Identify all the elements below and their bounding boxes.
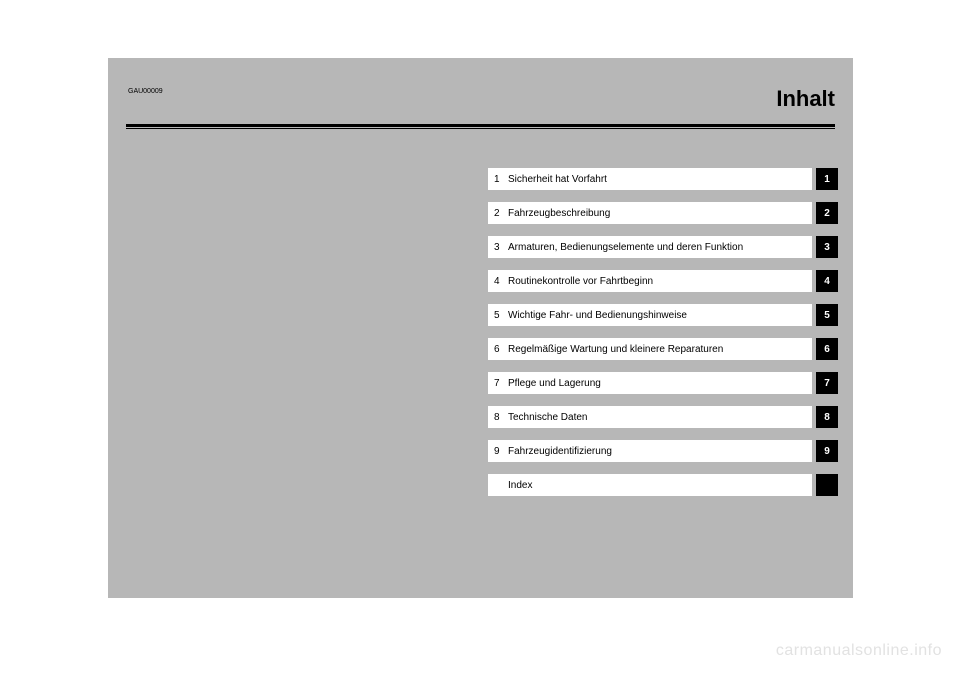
- toc-row[interactable]: 4 Routinekontrolle vor Fahrtbeginn 4: [488, 270, 838, 292]
- toc-tab: 2: [816, 202, 838, 224]
- toc-row[interactable]: 9 Fahrzeugidentifizierung 9: [488, 440, 838, 462]
- toc-item-text: Wichtige Fahr- und Bedienungshinweise: [508, 310, 687, 321]
- toc-item-text: Index: [508, 480, 532, 491]
- toc-item-number: 1: [494, 174, 508, 185]
- toc-label: Index: [488, 474, 812, 496]
- toc-row[interactable]: 6 Regelmäßige Wartung und kleinere Repar…: [488, 338, 838, 360]
- toc-item-text: Fahrzeugbeschreibung: [508, 208, 610, 219]
- toc-row[interactable]: 7 Pflege und Lagerung 7: [488, 372, 838, 394]
- toc-row[interactable]: 5 Wichtige Fahr- und Bedienungshinweise …: [488, 304, 838, 326]
- toc-item-text: Routinekontrolle vor Fahrtbeginn: [508, 276, 653, 287]
- page-header: GAU00009 Inhalt: [108, 58, 853, 120]
- toc-item-number: 8: [494, 412, 508, 423]
- table-of-contents: 1 Sicherheit hat Vorfahrt 1 2 Fahrzeugbe…: [488, 168, 838, 508]
- watermark-text: carmanualsonline.info: [776, 642, 942, 660]
- toc-row[interactable]: 2 Fahrzeugbeschreibung 2: [488, 202, 838, 224]
- toc-item-number: 7: [494, 378, 508, 389]
- toc-tab: 4: [816, 270, 838, 292]
- toc-tab: [816, 474, 838, 496]
- toc-tab: 7: [816, 372, 838, 394]
- page-title: Inhalt: [126, 86, 835, 112]
- toc-item-number: 9: [494, 446, 508, 457]
- toc-item-number: 6: [494, 344, 508, 355]
- toc-label: 3 Armaturen, Bedienungselemente und dere…: [488, 236, 812, 258]
- toc-label: 6 Regelmäßige Wartung und kleinere Repar…: [488, 338, 812, 360]
- toc-label: 4 Routinekontrolle vor Fahrtbeginn: [488, 270, 812, 292]
- toc-tab: 1: [816, 168, 838, 190]
- toc-item-number: 2: [494, 208, 508, 219]
- toc-label: 9 Fahrzeugidentifizierung: [488, 440, 812, 462]
- header-rule: [126, 124, 835, 129]
- toc-item-text: Pflege und Lagerung: [508, 378, 601, 389]
- toc-item-text: Sicherheit hat Vorfahrt: [508, 174, 607, 185]
- toc-item-text: Technische Daten: [508, 412, 588, 423]
- toc-label: 2 Fahrzeugbeschreibung: [488, 202, 812, 224]
- toc-label: 8 Technische Daten: [488, 406, 812, 428]
- toc-label: 5 Wichtige Fahr- und Bedienungshinweise: [488, 304, 812, 326]
- toc-item-number: 5: [494, 310, 508, 321]
- toc-tab: 3: [816, 236, 838, 258]
- toc-item-text: Armaturen, Bedienungselemente und deren …: [508, 242, 743, 253]
- toc-tab: 8: [816, 406, 838, 428]
- manual-page: GAU00009 Inhalt 1 Sicherheit hat Vorfahr…: [108, 58, 853, 598]
- toc-row[interactable]: 3 Armaturen, Bedienungselemente und dere…: [488, 236, 838, 258]
- toc-item-number: 4: [494, 276, 508, 287]
- toc-item-text: Regelmäßige Wartung und kleinere Reparat…: [508, 344, 723, 355]
- toc-label: 1 Sicherheit hat Vorfahrt: [488, 168, 812, 190]
- toc-label: 7 Pflege und Lagerung: [488, 372, 812, 394]
- document-code: GAU00009: [128, 88, 163, 95]
- toc-row[interactable]: 8 Technische Daten 8: [488, 406, 838, 428]
- toc-item-number: 3: [494, 242, 508, 253]
- toc-tab: 5: [816, 304, 838, 326]
- toc-tab: 6: [816, 338, 838, 360]
- toc-row[interactable]: 1 Sicherheit hat Vorfahrt 1: [488, 168, 838, 190]
- toc-tab: 9: [816, 440, 838, 462]
- toc-row[interactable]: Index: [488, 474, 838, 496]
- toc-item-text: Fahrzeugidentifizierung: [508, 446, 612, 457]
